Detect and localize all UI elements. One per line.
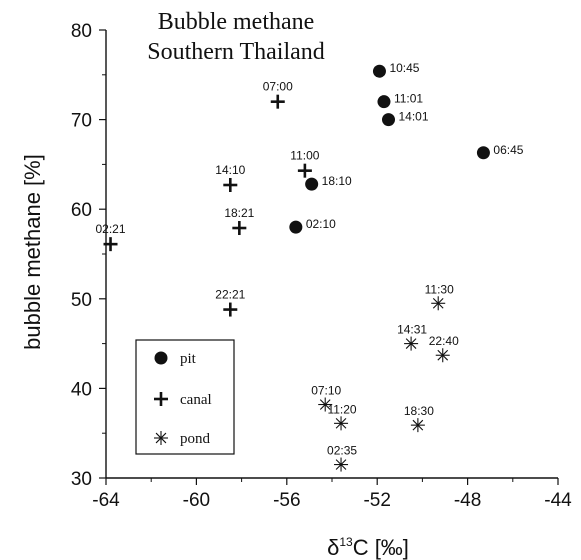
pond-point-label: 14:31 <box>397 323 427 337</box>
chart-title: Bubble methane <box>158 9 315 35</box>
pond-point-label: 02:35 <box>327 444 357 458</box>
pit-point-label: 02:10 <box>306 217 336 231</box>
pit-point <box>377 95 391 109</box>
canal-point-label: 02:21 <box>96 222 126 236</box>
canal-point <box>223 302 238 317</box>
pit-point <box>372 64 386 78</box>
legend-canal-label: canal <box>180 392 212 408</box>
pit-point <box>289 220 303 234</box>
pond-point <box>410 418 425 433</box>
pit-point-label: 10:45 <box>389 61 419 75</box>
pit-point <box>382 113 395 127</box>
x-axis-title-prefix: δ <box>327 535 339 560</box>
point-labels-group: 10:45 11:01 14:01 06:45 18:10 02:10 07:00 11:00… <box>96 61 524 457</box>
pit-point-label: 06:45 <box>493 143 523 157</box>
legend-items: pit canal pond <box>154 351 212 447</box>
legend-pit-marker <box>154 351 168 365</box>
pond-point <box>431 296 446 311</box>
canal-point <box>232 221 247 236</box>
legend-box <box>135 339 235 455</box>
pond-point <box>404 336 419 351</box>
pond-point-label: 18:30 <box>404 404 434 418</box>
canal-point-label: 11:00 <box>290 149 319 163</box>
legend-pond-marker-ray <box>155 432 167 444</box>
legend-pit-label: pit <box>180 351 197 367</box>
pond-point-ray <box>412 419 424 431</box>
pond-point-label: 11:20 <box>327 402 356 416</box>
pond-point-ray <box>335 459 347 470</box>
legend-canal-marker <box>154 392 168 406</box>
canal-point <box>103 237 118 252</box>
x-axis-title-suffix: C [‰] <box>353 535 409 560</box>
x-tick-label: -64 <box>92 490 120 511</box>
pond-point-ray <box>432 297 444 309</box>
chart-subtitle: Southern Thailand <box>147 39 325 65</box>
y-tick-label: 40 <box>71 379 92 400</box>
y-tick-label: 80 <box>71 21 92 42</box>
pond-point-ray <box>405 338 417 349</box>
canal-point <box>223 178 238 193</box>
pond-point <box>334 457 349 472</box>
pond-point-label: 11:30 <box>425 282 454 296</box>
pit-point <box>305 177 319 191</box>
y-tick-label: 50 <box>71 290 92 311</box>
pit-point <box>476 146 490 160</box>
y-tick-label: 70 <box>71 111 92 132</box>
pond-point-ray <box>319 399 331 410</box>
pond-point <box>435 348 450 363</box>
canal-point <box>270 94 285 109</box>
data-points-group <box>103 64 490 472</box>
pit-point-label: 18:10 <box>322 174 352 188</box>
pond-point-label: 07:10 <box>311 384 341 398</box>
y-axis-title: bubble methane [%] <box>20 154 45 350</box>
y-tick-label: 60 <box>71 200 92 221</box>
x-axis-title-superscript: 13 <box>339 535 353 549</box>
pond-point <box>334 416 349 431</box>
x-tick-label: -44 <box>544 490 572 511</box>
legend-pond-marker <box>154 431 168 445</box>
legend: pit canal pond <box>135 339 235 455</box>
x-tick-label: -56 <box>273 490 300 511</box>
pond-point-ray <box>437 349 449 361</box>
canal-point-label: 22:21 <box>215 288 245 302</box>
pit-point-label: 11:01 <box>394 92 423 106</box>
pond-point-ray <box>335 418 347 429</box>
legend-pond-label: pond <box>180 431 211 447</box>
canal-point-label: 18:21 <box>224 206 254 220</box>
axis-ticks-group: -64 -60 -56 -52 -48 -44 30 40 50 60 70 80 <box>71 21 572 511</box>
pond-point-label: 22:40 <box>429 334 459 348</box>
canal-point-label: 07:00 <box>263 80 293 94</box>
x-tick-label: -60 <box>183 490 210 511</box>
x-tick-label: -52 <box>363 490 390 511</box>
y-tick-label: 30 <box>71 469 92 490</box>
canal-point-label: 14:10 <box>215 163 245 177</box>
x-tick-label: -48 <box>454 490 481 511</box>
pond-point <box>318 397 333 412</box>
canal-point <box>297 163 312 178</box>
x-axis-title: δ13C [‰] <box>327 535 409 560</box>
pit-point-label: 14:01 <box>399 110 429 124</box>
